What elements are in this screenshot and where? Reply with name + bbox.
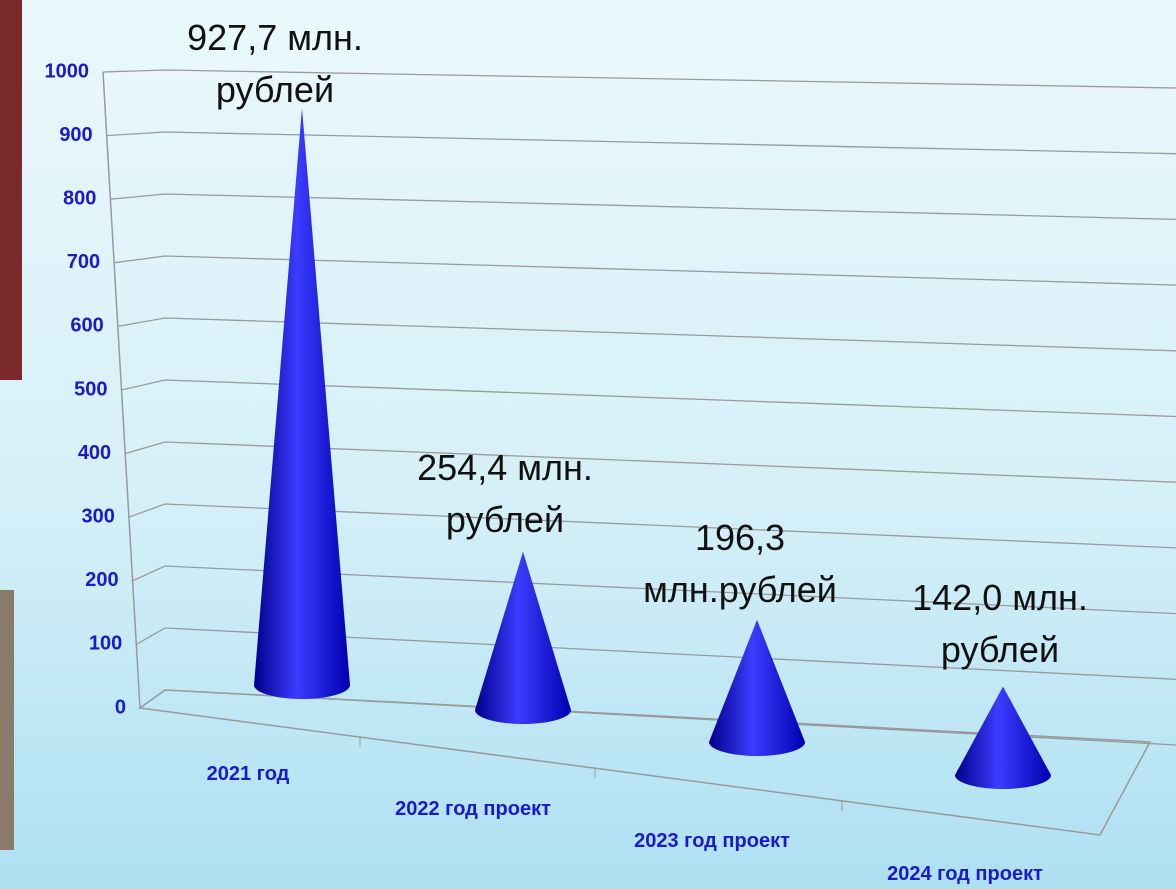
y-tick-label: 700 xyxy=(67,251,100,273)
x-tick-label: 2021 год xyxy=(207,763,290,785)
x-tick-label: 2022 год проект xyxy=(395,798,551,820)
grid-line xyxy=(125,441,1176,483)
y-tick-label: 400 xyxy=(78,442,111,464)
grid-line xyxy=(135,627,1176,680)
value-label: 927,7 млн. рублей xyxy=(187,17,363,110)
grid-line xyxy=(132,565,1176,615)
cone xyxy=(709,619,805,756)
grid-line xyxy=(114,255,1176,286)
cone xyxy=(254,107,350,700)
photo-strip xyxy=(0,0,22,380)
cone xyxy=(475,551,571,724)
grid-line xyxy=(106,131,1176,155)
value-label: 254,4 млн. рублей xyxy=(417,447,593,540)
y-tick-label: 200 xyxy=(85,569,118,591)
value-label: 142,0 млн. рублей xyxy=(912,577,1088,670)
grid-line xyxy=(102,69,1176,89)
grid-line xyxy=(128,503,1176,549)
x-tick-label: 2024 год проект xyxy=(887,863,1043,885)
y-tick-label: 100 xyxy=(89,633,122,655)
x-tick-label: 2023 год проект xyxy=(634,830,790,852)
cone xyxy=(955,686,1051,789)
grid-line xyxy=(121,379,1176,418)
photo-strip xyxy=(0,590,14,850)
grid-line xyxy=(110,193,1176,221)
grid-line xyxy=(139,689,1176,746)
value-label: 196,3 млн.рублей xyxy=(643,517,837,610)
grid-line xyxy=(117,317,1176,352)
y-tick-label: 500 xyxy=(74,378,107,400)
y-tick-label: 800 xyxy=(63,187,96,209)
y-tick-label: 300 xyxy=(82,505,115,527)
y-tick-label: 600 xyxy=(70,315,103,337)
y-tick-label: 1000 xyxy=(45,60,90,82)
y-tick-label: 900 xyxy=(59,124,92,146)
y-tick-label: 0 xyxy=(115,696,126,718)
